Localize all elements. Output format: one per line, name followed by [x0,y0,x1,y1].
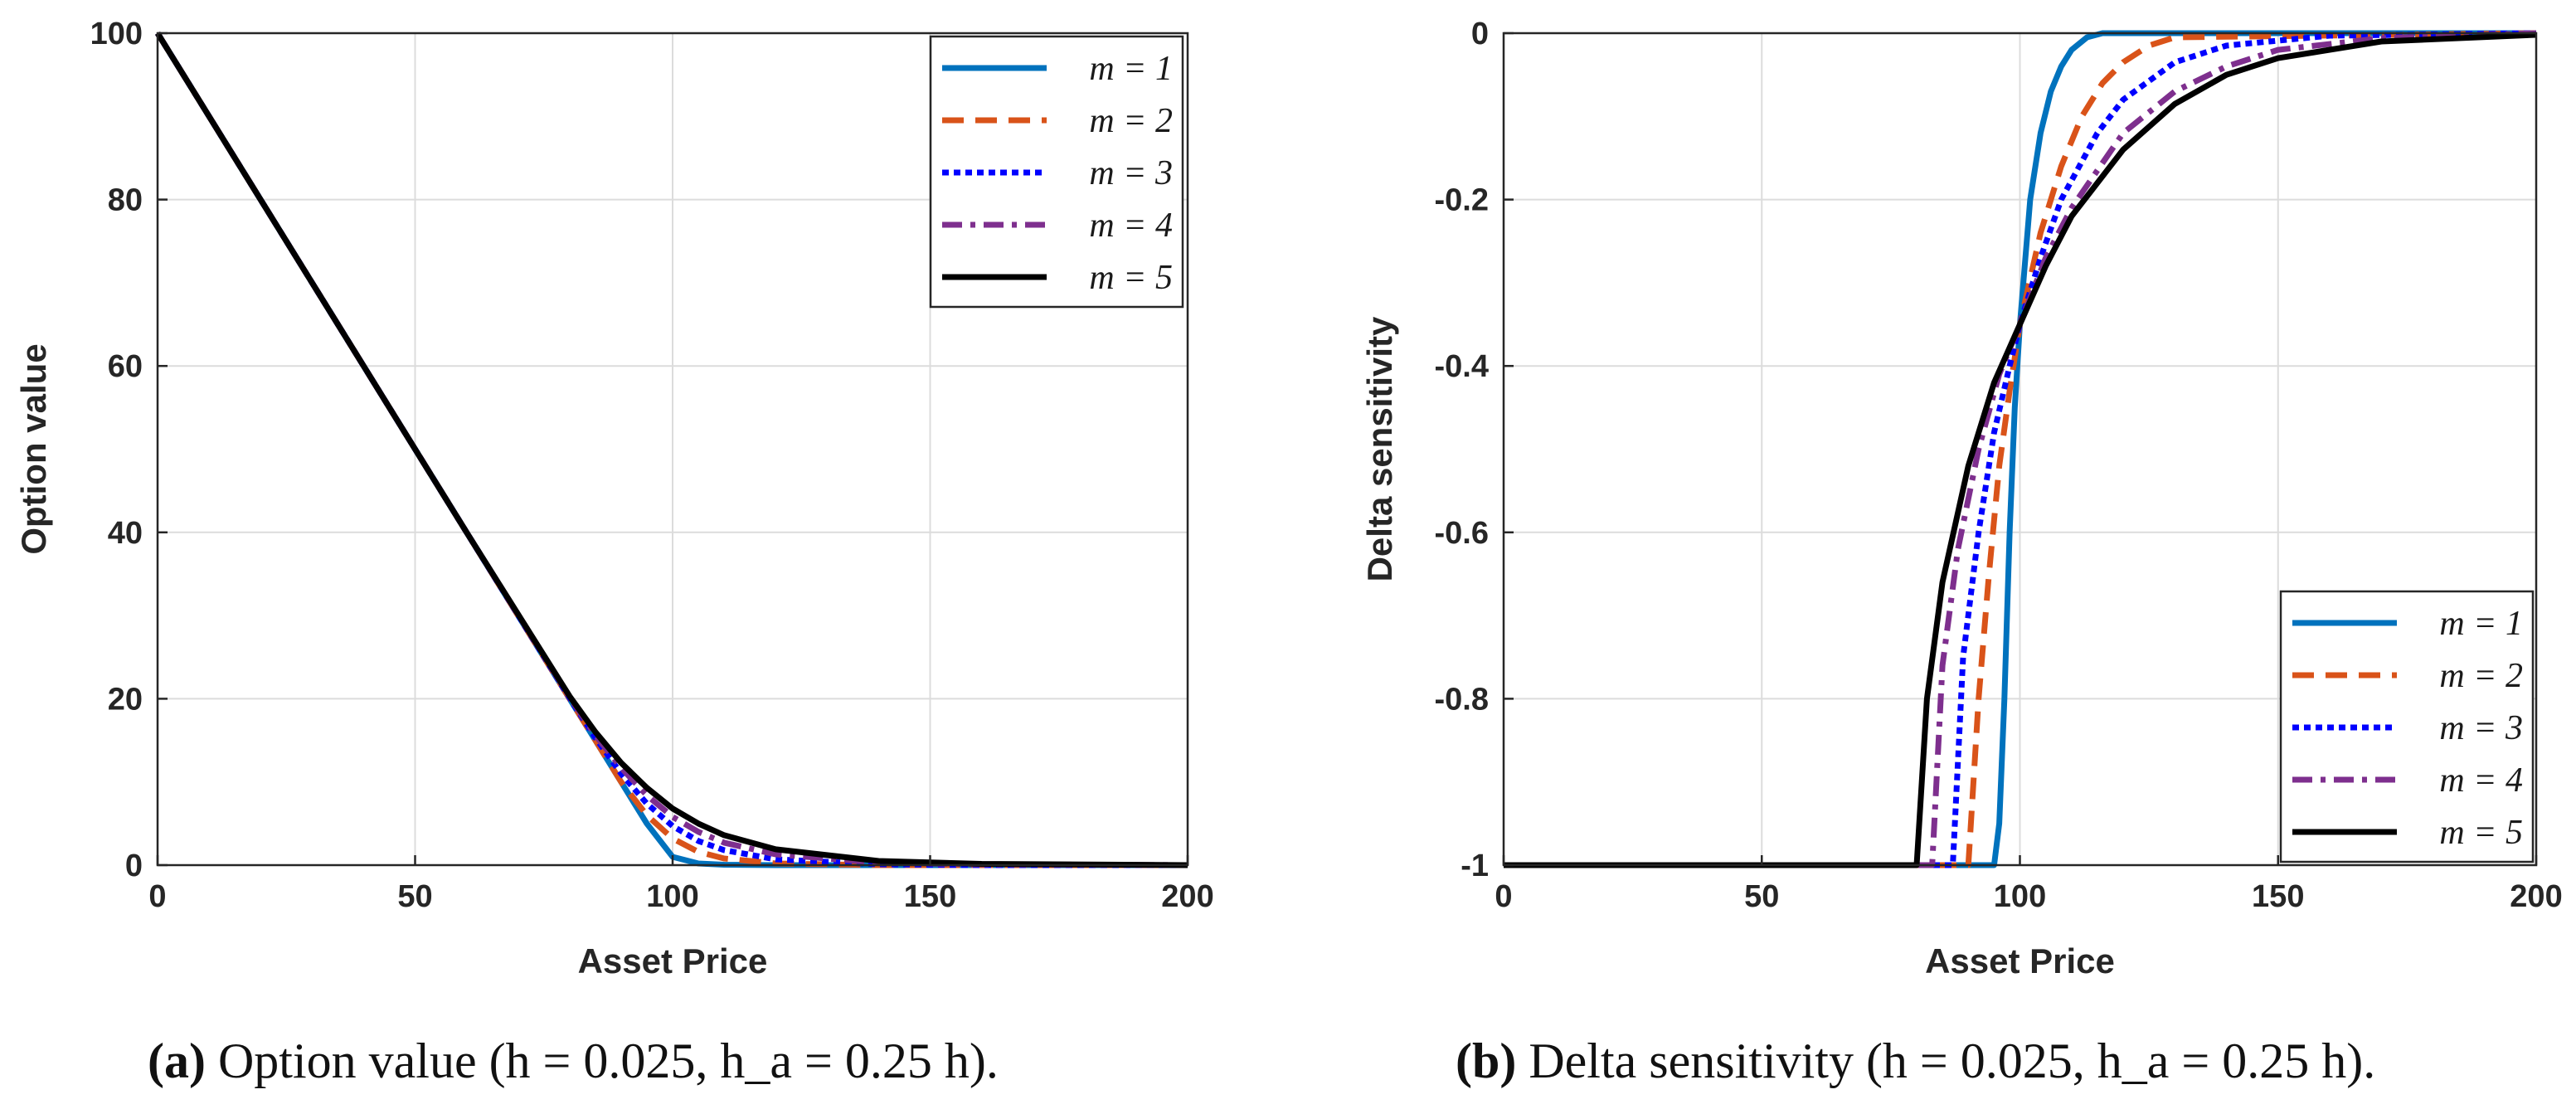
caption-b-label: (b) [1456,1034,1517,1088]
plot-delta-sensitivity: 0 50 100 150 200 0 -0.2 -0.4 -0.6 -0.8 -1 Asset Pri… [1360,17,2563,980]
chart-b-series-m5 [1504,32,2537,868]
chart-a-ytick-label-5: 100 [90,17,143,51]
chart-b-legend-label-m2: m = 2 [2439,657,2523,695]
chart-a-ytick-label-3: 60 [108,349,143,384]
chart-a-legend-label-m3: m = 3 [1089,154,1173,192]
chart-b-xlabel: Asset Price [1925,941,2115,980]
caption-b: (b) Delta sensitivity (h = 0.025, h_a = … [1456,1033,2375,1090]
chart-a-xtick-label-1: 50 [397,879,432,914]
chart-a-xtick-label-3: 150 [904,879,956,914]
chart-a-ytick-label-2: 40 [108,516,143,551]
chart-b-legend-label-m4: m = 4 [2439,761,2523,800]
chart-b-xtick-label-0: 0 [1495,879,1512,914]
chart-b-xtick-label-1: 50 [1744,879,1779,914]
chart-b-legend-label-m3: m = 3 [2439,709,2523,747]
chart-b-ytick-label-1: -0.2 [1435,183,1489,218]
chart-a-legend-label-m4: m = 4 [1089,207,1173,245]
chart-b-ytick-label-3: -0.6 [1435,516,1489,551]
chart-a-xtick-label-4: 200 [1161,879,1213,914]
chart-b-series-m3 [1504,30,2537,868]
chart-a-xtick-label-0: 0 [148,879,166,914]
chart-b-series-m1 [1504,30,2536,868]
chart-b-legend: m = 1 m = 2 m = 3 m = 4 m = 5 [2279,590,2535,863]
chart-b-series-m2 [1504,30,2537,868]
chart-b-ytick-label-2: -0.4 [1435,349,1489,384]
caption-a-label: (a) [148,1034,206,1088]
chart-b-ytick-label-5: -1 [1461,849,1489,883]
caption-a-text: Option value (h = 0.025, h_a = 0.25 h). [217,1034,999,1088]
chart-b-xtick-label-2: 100 [1994,879,2046,914]
chart-a-legend-label-m1: m = 1 [1089,50,1173,88]
chart-b-legend-box [2279,590,2535,863]
chart-a-ytick-label-4: 80 [108,183,143,218]
chart-a-legend: m = 1 m = 2 m = 3 m = 4 m = 5 [929,35,1184,309]
chart-a-legend-label-m2: m = 2 [1089,102,1173,140]
chart-b-series-m4 [1504,30,2537,868]
caption-a: (a) Option value (h = 0.025, h_a = 0.25 … [148,1033,999,1090]
chart-a-ytick-label-1: 20 [108,682,143,717]
chart-b-ylabel: Delta sensitivity [1360,316,1399,581]
chart-a-ytick-label-0: 0 [125,849,143,883]
chart-b-legend-label-m5: m = 5 [2439,814,2523,852]
chart-b-ytick-label-4: -0.8 [1435,682,1489,717]
chart-a-legend-label-m5: m = 5 [1089,259,1173,297]
caption-b-text: Delta sensitivity (h = 0.025, h_a = 0.25… [1529,1034,2376,1088]
chart-b-xtick-label-4: 200 [2510,879,2562,914]
chart-b-xtick-label-3: 150 [2252,879,2304,914]
chart-a-xtick-label-2: 100 [646,879,698,914]
chart-b-ytick-label-0: 0 [1471,17,1489,51]
chart-b-legend-label-m1: m = 1 [2439,605,2523,643]
chart-a-ylabel: Option value [14,343,53,554]
plot-option-value: 0 50 100 150 200 0 20 40 60 80 100 Asset Price Optio… [14,17,1214,980]
chart-a-legend-box [929,35,1184,309]
chart-a-series-m5 [155,32,1188,868]
chart-a-xlabel: Asset Price [578,941,768,980]
